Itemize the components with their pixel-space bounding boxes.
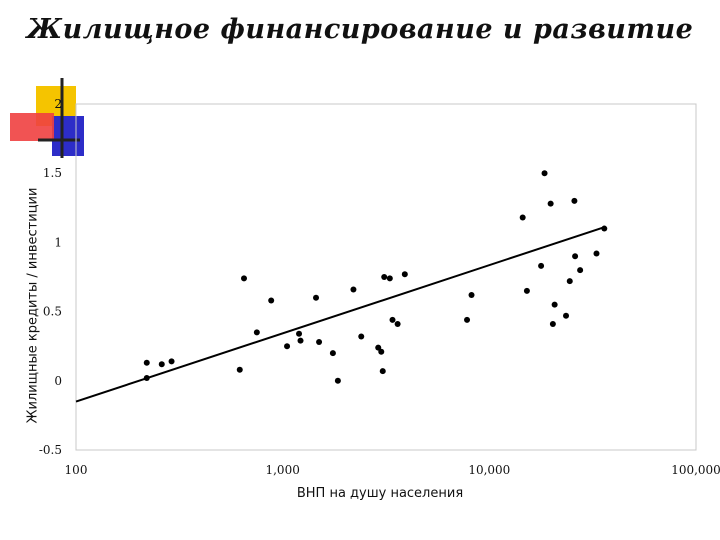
data-point: [358, 333, 365, 340]
data-point: [158, 361, 165, 368]
data-point: [566, 278, 573, 285]
decor-red-square: [10, 113, 54, 141]
decoration: [10, 78, 84, 158]
data-point: [541, 170, 548, 177]
data-point: [519, 214, 526, 221]
y-tick-label: 0: [54, 374, 62, 388]
y-axis-ticks: -0.5 0 0.5 1 1.5 2: [39, 97, 62, 457]
y-tick-label: -0.5: [39, 443, 62, 457]
plot-frame: [75, 103, 697, 451]
data-point: [547, 200, 554, 207]
data-point: [253, 329, 260, 336]
data-point: [334, 377, 341, 384]
data-point: [313, 294, 320, 301]
data-point: [375, 344, 382, 351]
y-tick-label: 1.5: [43, 166, 62, 180]
data-point: [394, 321, 401, 328]
data-point: [389, 316, 396, 323]
data-point: [329, 350, 336, 357]
data-point: [143, 359, 150, 366]
data-point: [538, 262, 545, 269]
x-tick-label: 1,000: [265, 463, 299, 477]
data-point: [316, 339, 323, 346]
data-points: [143, 170, 608, 384]
data-point: [549, 321, 556, 328]
data-point: [551, 301, 558, 308]
decor-blue-square: [52, 116, 84, 156]
y-tick-label: 0.5: [43, 305, 62, 319]
x-axis-ticks: 100 1,000 10,000 100,000: [65, 463, 720, 477]
data-point: [236, 366, 243, 373]
data-point: [386, 275, 393, 282]
y-axis-label: Жилищные кредиты / инвестиции: [25, 187, 41, 424]
x-tick-label: 100,000: [671, 463, 720, 477]
y-tick-label: 2: [54, 97, 62, 111]
data-point: [593, 250, 600, 257]
data-point: [143, 375, 150, 382]
data-point: [284, 343, 291, 350]
data-point: [523, 287, 530, 294]
data-point: [268, 297, 275, 304]
x-axis-label: ВНП на душу населения: [296, 486, 464, 501]
x-tick-label: 100: [65, 463, 88, 477]
data-point: [241, 275, 248, 282]
x-tick-label: 10,000: [468, 463, 510, 477]
data-point: [379, 368, 386, 375]
data-point: [468, 291, 475, 298]
data-point: [168, 358, 175, 365]
y-tick-label: 1: [54, 235, 62, 249]
chart-title: Жилищное финансирование и развитие: [26, 14, 694, 45]
data-point: [563, 312, 570, 319]
data-point: [378, 348, 385, 355]
data-point: [296, 330, 303, 337]
data-point: [464, 316, 471, 323]
data-point: [577, 267, 584, 274]
trend-line: [75, 226, 605, 403]
data-point: [297, 337, 304, 344]
data-point: [381, 274, 388, 280]
data-point: [571, 197, 578, 204]
data-point: [601, 225, 608, 232]
data-point: [572, 253, 579, 260]
data-point: [350, 286, 357, 293]
data-point: [401, 271, 408, 278]
